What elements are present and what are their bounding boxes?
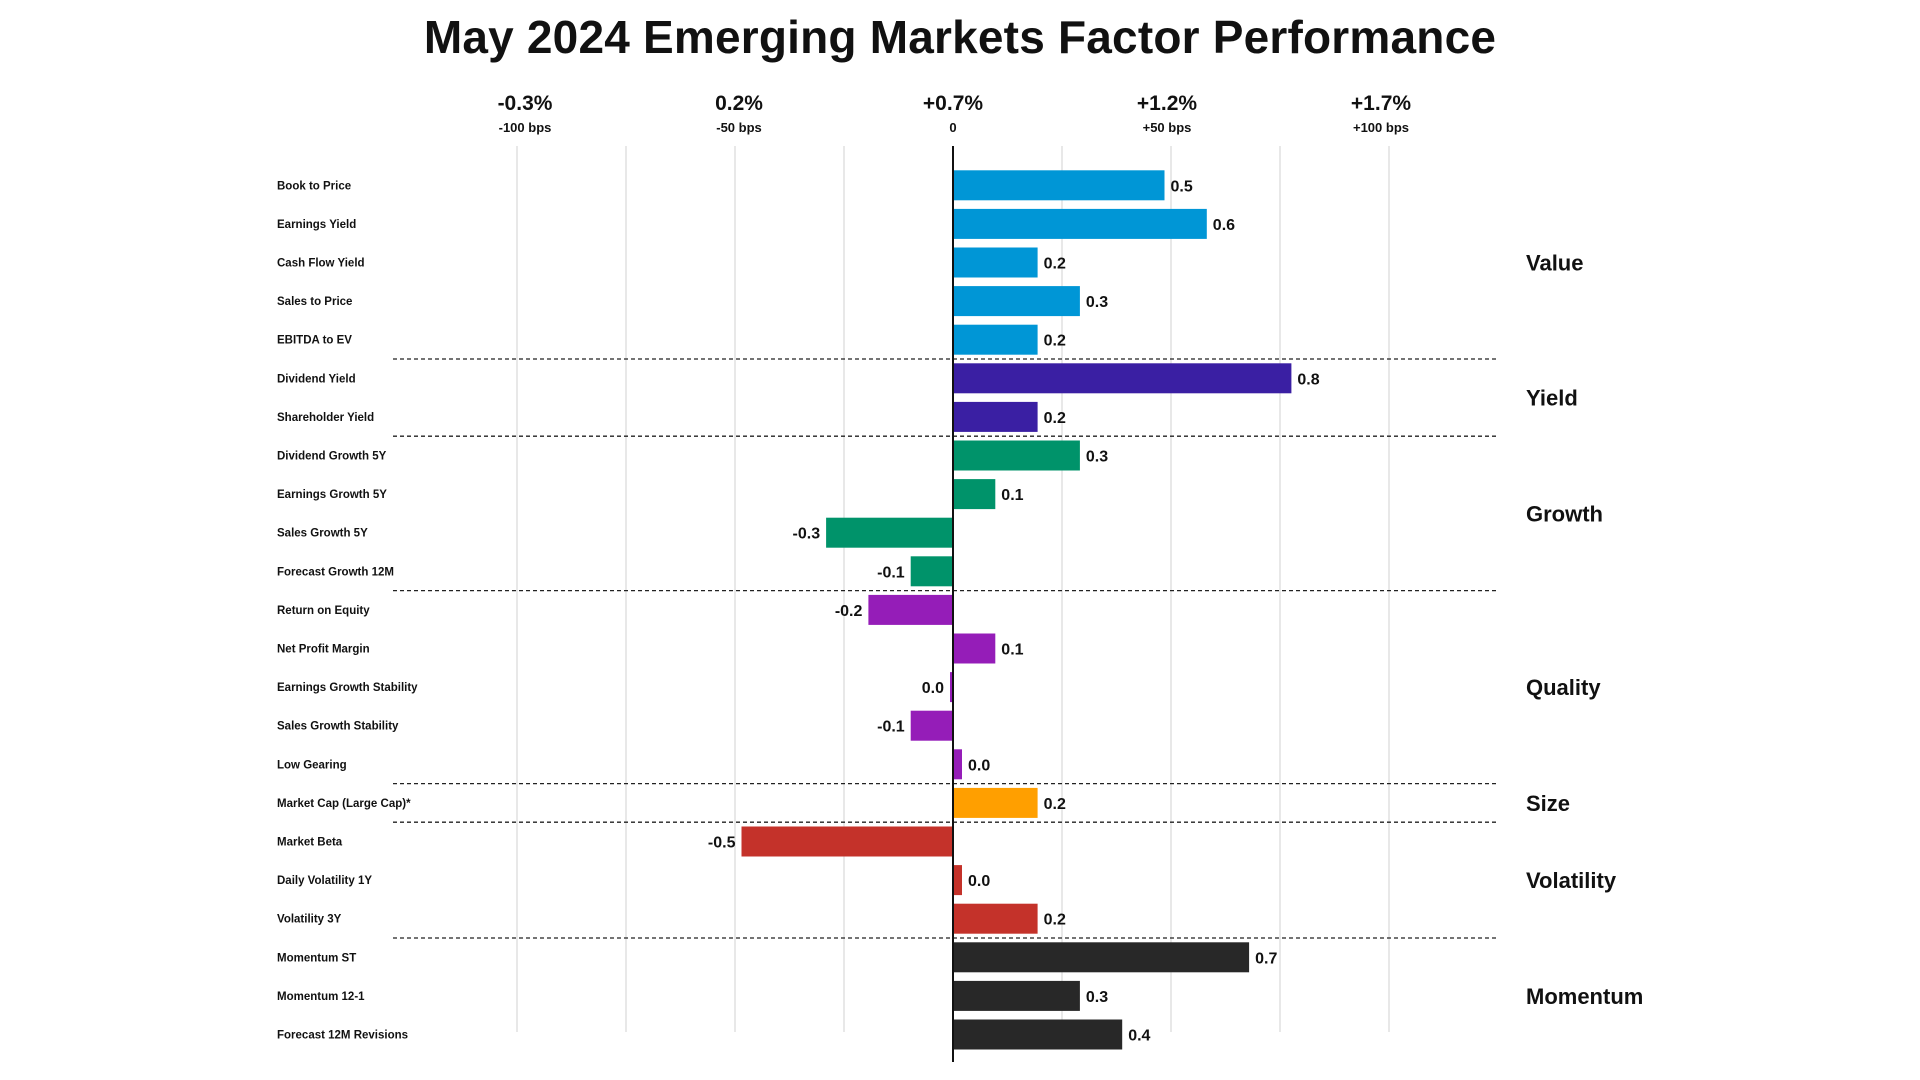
category-label: Earnings Yield <box>277 219 356 231</box>
tick-label: -0.3% <box>498 92 553 115</box>
axis-ticks: -0.3% -100 bps 0.2% -50 bps +0.7% 0 +1.2% +50 b… <box>498 92 1412 135</box>
tick-sublabel: 0 <box>949 120 956 135</box>
value-label: -0.5 <box>708 835 736 852</box>
tick-sublabel: -50 bps <box>716 120 762 135</box>
value-label: 0.8 <box>1297 371 1319 388</box>
value-label: 0.2 <box>1044 796 1066 813</box>
category-label: Shareholder Yield <box>277 412 374 424</box>
value-label: -0.3 <box>793 526 821 543</box>
bar <box>953 363 1292 394</box>
bar <box>953 633 996 664</box>
category-label: Earnings Growth Stability <box>277 682 418 694</box>
category-label: Sales to Price <box>277 296 352 308</box>
value-label: 0.4 <box>1128 1028 1150 1045</box>
tick-label: 0.2% <box>715 92 763 115</box>
value-label: 0.6 <box>1213 217 1235 234</box>
bar <box>826 517 953 548</box>
value-label: 0.1 <box>1001 487 1023 504</box>
category-label: Sales Growth Stability <box>277 721 399 733</box>
bar <box>868 594 953 625</box>
group-separators <box>393 358 1497 939</box>
category-label: Market Cap (Large Cap)* <box>277 798 411 810</box>
bar <box>953 286 1080 317</box>
value-labels: 0.5 0.6 0.2 0.3 0.2 0.8 0.2 0.3 0.1 -0.3 -0.1 -0.2 0… <box>708 178 1320 1044</box>
category-label: Volatility 3Y <box>277 914 342 926</box>
tick-sublabel: +50 bps <box>1143 120 1192 135</box>
group-label: Volatility <box>1526 868 1617 893</box>
category-label: Dividend Growth 5Y <box>277 451 387 463</box>
value-label: -0.2 <box>835 603 863 620</box>
bar <box>953 903 1038 934</box>
category-labels: Book to Price Earnings Yield Cash Flow Yie… <box>277 180 418 1041</box>
tick-sublabel: +100 bps <box>1353 120 1409 135</box>
value-label: 0.2 <box>1044 256 1066 273</box>
bar <box>953 170 1165 201</box>
bar <box>953 1019 1123 1050</box>
bar <box>953 749 962 780</box>
bar <box>953 324 1038 355</box>
value-label: 0.2 <box>1044 333 1066 350</box>
group-label: Quality <box>1526 675 1601 700</box>
category-label: Forecast 12M Revisions <box>277 1030 408 1042</box>
category-label: Low Gearing <box>277 759 347 771</box>
category-label: Dividend Yield <box>277 373 356 385</box>
bar <box>953 942 1250 973</box>
category-label: Daily Volatility 1Y <box>277 875 372 887</box>
group-label: Growth <box>1526 501 1603 526</box>
bar <box>950 672 953 703</box>
category-label: Net Profit Margin <box>277 644 370 656</box>
value-label: 0.5 <box>1171 178 1193 195</box>
bar <box>910 710 953 741</box>
value-label: 0.7 <box>1255 950 1277 967</box>
category-label: Book to Price <box>277 180 351 192</box>
group-label: Value <box>1526 251 1583 276</box>
tick-label: +1.2% <box>1137 92 1197 115</box>
value-label: 0.1 <box>1001 642 1023 659</box>
category-label: Momentum ST <box>277 952 356 964</box>
group-labels: Value Yield Growth Quality Size Volatility Mom… <box>1526 251 1643 1009</box>
value-label: 0.2 <box>1044 410 1066 427</box>
tick-label: +1.7% <box>1351 92 1411 115</box>
group-label: Yield <box>1526 386 1578 411</box>
bar <box>910 556 953 587</box>
category-label: Return on Equity <box>277 605 370 617</box>
category-label: EBITDA to EV <box>277 335 352 347</box>
category-label: Earnings Growth 5Y <box>277 489 387 501</box>
category-label: Cash Flow Yield <box>277 258 365 270</box>
value-label: 0.0 <box>922 680 944 697</box>
category-label: Market Beta <box>277 837 343 849</box>
value-label: 0.2 <box>1044 912 1066 929</box>
tick-sublabel: -100 bps <box>499 120 552 135</box>
bar <box>953 865 962 896</box>
group-label: Momentum <box>1526 984 1643 1009</box>
group-label: Size <box>1526 791 1570 816</box>
value-label: -0.1 <box>877 564 905 581</box>
tick-label: +0.7% <box>923 92 983 115</box>
bar <box>953 208 1207 239</box>
bar <box>953 787 1038 818</box>
grid-layer <box>516 146 1390 1032</box>
bar <box>953 440 1080 471</box>
value-label: 0.0 <box>968 873 990 890</box>
bars <box>741 170 1292 1050</box>
value-label: 0.3 <box>1086 294 1108 311</box>
bar <box>953 980 1080 1011</box>
chart-title: May 2024 Emerging Markets Factor Perform… <box>423 11 1497 63</box>
category-label: Forecast Growth 12M <box>277 566 394 578</box>
bar <box>953 247 1038 278</box>
value-label: 0.3 <box>1086 449 1108 466</box>
bar <box>953 479 996 510</box>
bar <box>741 826 953 857</box>
value-label: 0.3 <box>1086 989 1108 1006</box>
value-label: 0.0 <box>968 757 990 774</box>
category-label: Momentum 12-1 <box>277 991 365 1003</box>
value-label: -0.1 <box>877 719 905 736</box>
bar <box>953 401 1038 432</box>
category-label: Sales Growth 5Y <box>277 528 368 540</box>
